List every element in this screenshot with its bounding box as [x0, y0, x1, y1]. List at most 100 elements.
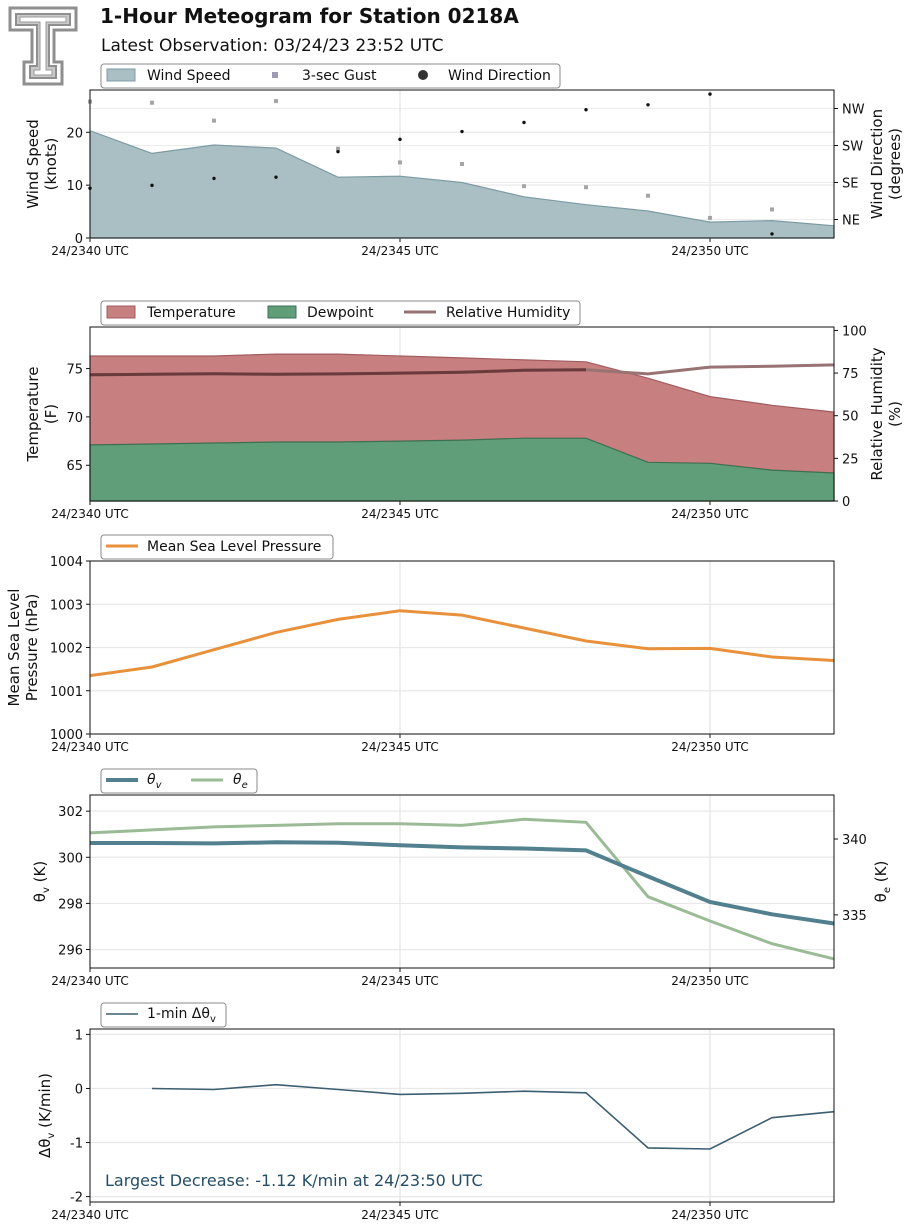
- y-tick-label: 1004: [50, 555, 83, 570]
- y2-tick-label: 75: [842, 367, 859, 382]
- double-t-logo-icon: [8, 6, 78, 86]
- x-tick-label: 24/2350 UTC: [671, 1208, 748, 1222]
- x-tick-label: 24/2350 UTC: [671, 974, 748, 988]
- legend-swatch-gust: [272, 72, 278, 78]
- legend-label: θv: [147, 772, 163, 791]
- y2-tick-label: NW: [842, 103, 865, 118]
- y2-axis-label: Wind Direction: [868, 109, 886, 219]
- legend-label: Dewpoint: [307, 305, 374, 321]
- direction-point: [522, 120, 526, 125]
- direction-point: [274, 175, 278, 179]
- y2-tick-label: 340: [842, 833, 867, 848]
- legend-box: [100, 300, 581, 326]
- y2-tick-label: 100: [842, 324, 867, 339]
- delta-theta-line: [151, 1083, 835, 1150]
- gust-point: [522, 184, 526, 189]
- gust-point: [646, 193, 650, 198]
- y-tick-label: -1: [70, 1137, 83, 1152]
- plot-frame: [89, 794, 835, 969]
- panel-theta: 24/2340 UTC 24/2345 UTC 24/2350 UTC 296 298 3…: [31, 768, 893, 988]
- direction-point: [336, 149, 340, 154]
- x-tick-label: 24/2345 UTC: [361, 1208, 438, 1222]
- direction-point: [770, 232, 774, 236]
- pressure-line: [89, 609, 835, 678]
- direction-point: [584, 108, 588, 112]
- y-tick-label: -2: [70, 1191, 83, 1206]
- x-tick-label: 24/2350 UTC: [671, 244, 748, 258]
- theta-v-line: [90, 840, 835, 926]
- panel-pressure: 24/2340 UTC 24/2345 UTC 24/2350 UTC 1000 100…: [5, 534, 835, 754]
- humidity-line-dark: [89, 368, 587, 377]
- panel-thermo: 24/2340 UTC 24/2345 UTC 24/2350 UTC 65 70 75 0…: [24, 300, 904, 521]
- panel-delta: 24/2340 UTC 24/2345 UTC 24/2350 UTC -2 -1 0 1 Δ…: [36, 1002, 835, 1222]
- y-axis-label: Δθv (K/min): [36, 1073, 57, 1158]
- x-tick-label: 24/2345 UTC: [361, 740, 438, 754]
- y2-tick-label: 25: [842, 452, 859, 467]
- page-subtitle: Latest Observation: 03/24/23 23:52 UTC: [101, 36, 444, 56]
- y-tick-label: 0: [75, 232, 83, 247]
- y-axis-label: Pressure (hPa): [23, 594, 41, 702]
- direction-point: [708, 92, 712, 96]
- y-tick-label: 298: [58, 897, 83, 912]
- legend-swatch-temperature: [106, 305, 136, 319]
- legend: Wind Speed 3-sec Gust Wind Direction: [100, 63, 561, 89]
- y-axis-label: (F): [42, 404, 60, 424]
- largest-decrease-annotation: Largest Decrease: -1.12 K/min at 24/23:5…: [105, 1171, 483, 1190]
- direction-point: [646, 103, 650, 107]
- y2-tick-label: 50: [842, 410, 859, 425]
- y-axis-label: Temperature: [24, 366, 42, 462]
- y2-tick-label: 335: [842, 909, 867, 924]
- panel-wind: 24/2340 UTC 24/2345 UTC 24/2350 UTC 0 10 20 NE…: [24, 63, 904, 258]
- gust-point: [212, 118, 216, 123]
- y-axis-label: Wind Speed: [24, 119, 42, 209]
- y-tick-label: 0: [75, 1082, 83, 1097]
- direction-point: [460, 129, 464, 134]
- legend: 1-min Δθv: [100, 1002, 227, 1028]
- texas-tech-logo: [8, 6, 78, 92]
- y-tick-label: 296: [58, 944, 83, 959]
- legend-label: Wind Direction: [448, 68, 551, 84]
- x-tick-label: 24/2345 UTC: [361, 244, 438, 258]
- x-tick-label: 24/2340 UTC: [51, 507, 128, 521]
- plot-frame: [89, 326, 835, 502]
- y-tick-label: 20: [66, 126, 83, 141]
- legend-label: 1-min Δθv: [147, 1006, 216, 1025]
- plot-frame: [89, 560, 835, 735]
- legend-box: [100, 1002, 227, 1028]
- gust-point: [336, 146, 340, 151]
- y2-tick-label: NE: [842, 214, 860, 229]
- legend-label: Mean Sea Level Pressure: [147, 539, 321, 555]
- page-title: 1-Hour Meteogram for Station 0218A: [100, 4, 519, 28]
- y2-axis-label: Relative Humidity: [868, 347, 886, 480]
- y2-axis-label: (degrees): [886, 128, 904, 200]
- y-tick-label: 1001: [50, 685, 83, 700]
- gust-point: [708, 215, 712, 220]
- x-tick-label: 24/2345 UTC: [361, 507, 438, 521]
- y-axis-label: Mean Sea Level: [5, 589, 23, 707]
- legend-box: [100, 63, 561, 89]
- legend: Mean Sea Level Pressure: [100, 534, 334, 560]
- gust-point: [150, 100, 154, 105]
- y2-axis-label: θe (K): [872, 861, 893, 903]
- legend-swatch-direction: [418, 70, 428, 80]
- x-tick-label: 24/2350 UTC: [671, 507, 748, 521]
- legend-box: [100, 768, 258, 794]
- y-tick-label: 75: [66, 363, 83, 378]
- theta-e-line: [89, 817, 835, 961]
- plot-frame: [89, 89, 835, 239]
- legend-label: Temperature: [146, 305, 236, 321]
- direction-point: [212, 176, 216, 181]
- legend-swatch-wind-speed: [106, 68, 136, 82]
- y-tick-label: 300: [58, 851, 83, 866]
- x-tick-label: 24/2340 UTC: [51, 244, 128, 258]
- x-tick-label: 24/2345 UTC: [361, 974, 438, 988]
- dewpoint-area: [89, 437, 835, 502]
- y-tick-label: 1: [75, 1028, 83, 1043]
- legend-label: Wind Speed: [147, 68, 231, 84]
- gust-point: [770, 207, 774, 212]
- x-tick-label: 24/2340 UTC: [51, 740, 128, 754]
- gust-point: [460, 162, 464, 166]
- direction-point: [398, 137, 402, 142]
- y2-tick-label: SW: [842, 140, 863, 155]
